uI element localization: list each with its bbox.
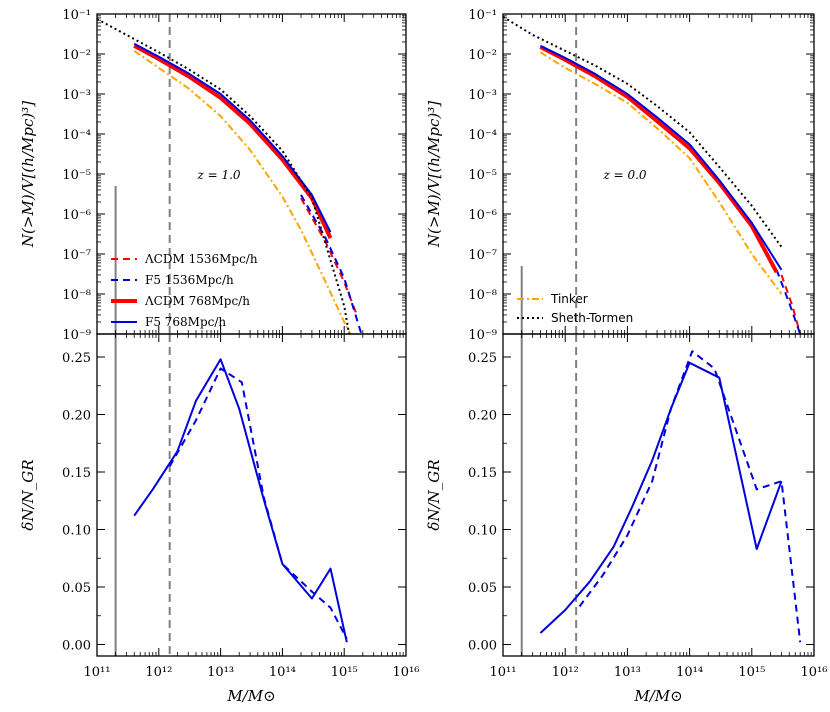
bottom-left-xtick-label: 10¹⁶ (393, 665, 420, 680)
top-right-ytick-label: 10⁻³ (468, 88, 497, 103)
bottom-left-series-blue-solid (133, 358, 348, 643)
top-left-series-tinker-dashdot (133, 49, 352, 334)
bottom-right-ytick-label: 0.20 (468, 409, 497, 424)
bottom-left-frame (96, 333, 407, 657)
top-left-series-red-solid (133, 44, 333, 239)
bottom-left-xtick-label: 10¹¹ (84, 665, 111, 680)
top-left-series-st-dotted (97, 18, 351, 334)
top-left-ytick-label: 10⁻⁸ (62, 288, 91, 303)
top-left-ytick-label: 10⁻² (62, 48, 91, 63)
bottom-right-series-blue-dashed (578, 350, 802, 643)
top-left-legend-label: F5 768Mpc/h (145, 315, 226, 329)
bottom-right-ytick-label: 0.00 (468, 639, 497, 654)
bottom-right-ytick-label: 0.05 (468, 581, 497, 596)
top-left-ytick-label: 10⁻⁵ (62, 168, 91, 183)
top-right-ytick-label: 10⁻⁵ (468, 168, 497, 183)
top-right-series-blue-solid (539, 44, 783, 271)
top-right-ytick-label: 10⁻⁶ (468, 208, 497, 223)
top-right-ytick-label: 10⁻¹ (468, 8, 497, 23)
top-right-ytick-label: 10⁻⁴ (468, 128, 497, 143)
top-right-frame (502, 13, 815, 335)
top-left-ytick-label: 10⁻⁹ (62, 328, 91, 343)
bottom-left-ytick-label: 0.15 (62, 466, 91, 481)
top-left-ytick-label: 10⁻⁴ (62, 128, 91, 143)
bottom-right-frame (502, 333, 815, 657)
top-left-series-blue-solid (133, 42, 332, 233)
top-left-legend-label: F5 1536Mpc/h (145, 273, 234, 287)
bottom-left-ytick-label: 0.10 (62, 524, 91, 539)
bottom-right-xtick-label: 10¹² (552, 665, 579, 680)
top-left-redshift-annotation: z = 1.0 (196, 168, 240, 182)
top-right-redshift-annotation: z = 0.0 (602, 168, 646, 182)
bottom-right-ytick-label: 0.10 (468, 524, 497, 539)
top-right-ytick-label: 10⁻⁷ (468, 248, 497, 263)
top-right-series-red-dashed (780, 274, 802, 334)
bottom-left-xtick-label: 10¹⁴ (269, 665, 296, 680)
top-right-legend-label: Tinker (550, 292, 588, 306)
bottom-left-xtick-label: 10¹² (145, 665, 172, 680)
top-left-ytick-label: 10⁻⁶ (62, 208, 91, 223)
bottom-left-ylabel: δN/N_GR (19, 459, 37, 530)
bottom-left-xlabel: M/M⊙ (226, 687, 275, 705)
top-right-ytick-label: 10⁻⁹ (468, 328, 497, 343)
top-right-series-st-dotted (503, 15, 783, 248)
top-right-ylabel: N(>M)/V[(h/Mpc)³] (425, 101, 443, 248)
bottom-left-series-blue-dashed (168, 367, 348, 640)
bottom-right-xtick-label: 10¹⁵ (738, 665, 765, 680)
bottom-left-xtick-label: 10¹⁵ (331, 665, 358, 680)
top-left-legend-label: ΛCDM 768Mpc/h (144, 294, 250, 308)
bottom-right-xtick-label: 10¹¹ (490, 665, 517, 680)
bottom-left-ytick-label: 0.00 (62, 639, 91, 654)
bottom-left-xtick-label: 10¹³ (207, 665, 234, 680)
bottom-right-ytick-label: 0.25 (468, 351, 497, 366)
top-left-ytick-label: 10⁻¹ (62, 8, 91, 23)
bottom-left-ytick-label: 0.25 (62, 351, 91, 366)
top-right-ytick-label: 10⁻⁸ (468, 288, 497, 303)
top-right-series-red-solid (539, 45, 779, 274)
top-right-ytick-label: 10⁻² (468, 48, 497, 63)
bottom-left-ytick-label: 0.05 (62, 581, 91, 596)
bottom-left-ytick-label: 0.20 (62, 409, 91, 424)
top-right-series-tinker-dashdot (539, 51, 783, 295)
bottom-left-panel: 0.00 0.05 0.10 0.15 0.20 0.25 10¹¹ 10¹² 10¹³ 10¹⁴… (19, 333, 420, 705)
top-left-frame (96, 13, 407, 335)
top-right-panel: 10⁻⁹ 10⁻⁸ 10⁻⁷ 10⁻⁶ 10⁻⁵ 10⁻⁴ 10⁻³ 10⁻² 10⁻¹ N(>M… (425, 8, 815, 343)
top-left-panel: 10⁻⁹ 10⁻⁸ 10⁻⁷ 10⁻⁶ 10⁻⁵ 10⁻⁴ 10⁻³ 10⁻² 10⁻¹ N(>M… (19, 8, 407, 343)
bottom-right-ylabel: δN/N_GR (425, 459, 443, 530)
bottom-right-xtick-label: 10¹⁶ (801, 665, 828, 680)
top-left-ytick-label: 10⁻³ (62, 88, 91, 103)
bottom-right-xlabel: M/M⊙ (633, 687, 682, 705)
bottom-right-xtick-label: 10¹⁴ (676, 665, 703, 680)
top-right-legend-label: Sheth-Tormen (551, 311, 633, 325)
bottom-right-panel: 0.00 0.05 0.10 0.15 0.20 0.25 10¹¹ 10¹² 10¹³ 10¹⁴… (425, 333, 828, 705)
bottom-right-xtick-label: 10¹³ (614, 665, 641, 680)
top-left-series-red-dashed (300, 197, 358, 316)
top-left-series-blue-dashed (300, 194, 363, 334)
bottom-right-ytick-label: 0.15 (468, 466, 497, 481)
top-left-ylabel: N(>M)/V[(h/Mpc)³] (19, 101, 37, 248)
top-left-legend-label: ΛCDM 1536Mpc/h (144, 252, 258, 266)
top-left-ytick-label: 10⁻⁷ (62, 248, 91, 263)
bottom-right-series-blue-solid (539, 361, 783, 634)
